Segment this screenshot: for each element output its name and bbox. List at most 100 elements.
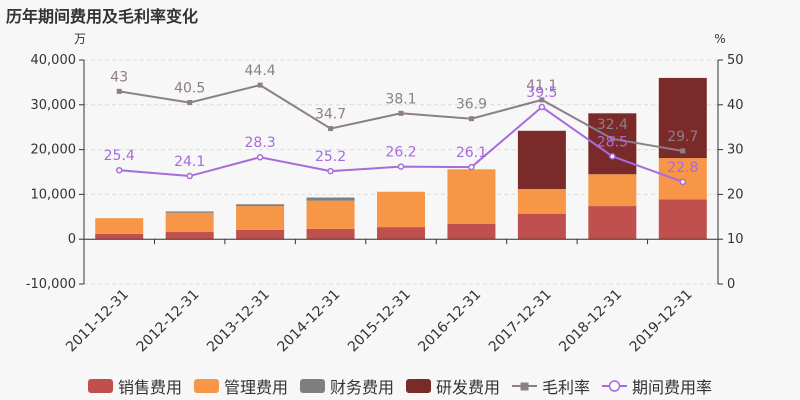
legend-swatch xyxy=(87,379,113,393)
data-label: 24.1 xyxy=(174,154,205,170)
data-point xyxy=(538,103,546,111)
data-point xyxy=(256,153,264,161)
bar-group xyxy=(95,77,707,240)
bar-segment xyxy=(306,228,355,240)
data-labels: 43 40.5 44.4 34.7 38.1 36.9 41.1 32.4 29.7 25.4 24… xyxy=(104,63,699,176)
data-label: 26.1 xyxy=(456,145,487,161)
data-point xyxy=(115,166,123,174)
bar-segment xyxy=(588,174,637,207)
data-label: 36.9 xyxy=(456,97,487,113)
x-axis-tick-label: 2018-12-31 xyxy=(556,287,625,356)
data-label: 34.7 xyxy=(315,107,346,123)
x-axis-tick-label: 2017-12-31 xyxy=(486,287,555,356)
bar-segment xyxy=(658,77,707,159)
x-axis-tick-label: 2011-12-31 xyxy=(63,287,132,356)
legend-label: 销售费用 xyxy=(117,378,182,397)
data-label: 32.4 xyxy=(597,117,628,133)
legend-label: 财务费用 xyxy=(329,378,394,397)
data-point xyxy=(186,172,193,180)
bar-segment xyxy=(165,232,214,240)
legend-item[interactable]: 销售费用 xyxy=(87,374,182,398)
legend-item[interactable]: 管理费用 xyxy=(193,374,288,398)
bar-segment xyxy=(236,206,285,230)
data-label: 29.7 xyxy=(667,129,698,145)
right-axis-tick-label: 50 xyxy=(727,53,744,68)
chart-svg: -10,000 0 10,000 20,000 30,000 40,000 0 10 20 30 4… xyxy=(26,32,744,356)
data-label: 25.4 xyxy=(104,148,135,164)
bar-segment xyxy=(236,204,285,207)
bar-segment xyxy=(236,229,285,240)
data-point xyxy=(327,167,334,175)
chart-title: 历年期间费用及毛利率变化 xyxy=(6,7,199,26)
data-point xyxy=(468,116,474,122)
bar-segment xyxy=(517,130,566,190)
right-axis-unit: % xyxy=(714,32,725,46)
x-axis-tick-label: 2015-12-31 xyxy=(345,287,414,356)
data-label: 44.4 xyxy=(245,63,276,79)
data-point xyxy=(398,110,404,116)
x-axis-tick-label: 2012-12-31 xyxy=(134,287,203,356)
bar-segment xyxy=(447,223,496,240)
data-point xyxy=(680,148,686,154)
bar-segment xyxy=(95,233,144,240)
right-axis-tick-label: 30 xyxy=(727,143,744,158)
x-axis-tick-label: 2014-12-31 xyxy=(275,287,344,356)
data-label: 25.2 xyxy=(315,149,346,165)
legend: 销售费用 管理费用 财务费用 研发费用 毛利率 期间费用率 xyxy=(0,374,800,398)
x-axis-tick-label: 2013-12-31 xyxy=(204,287,273,356)
data-label: 40.5 xyxy=(174,81,205,97)
data-point xyxy=(187,100,193,106)
data-label: 43 xyxy=(110,69,128,85)
bar-segment xyxy=(377,227,425,240)
bar-segment xyxy=(165,211,214,213)
left-axis-tick-label: 0 xyxy=(68,232,76,247)
data-label: 28.3 xyxy=(245,135,276,151)
left-axis-unit: 万 xyxy=(74,32,86,46)
data-point xyxy=(539,97,545,103)
legend-label: 期间费用率 xyxy=(632,378,713,397)
data-point xyxy=(116,88,122,94)
bar-segment xyxy=(95,218,144,234)
bar-segment xyxy=(658,199,707,240)
data-point xyxy=(679,178,687,186)
bar-segment xyxy=(306,197,355,201)
legend-item[interactable]: 财务费用 xyxy=(299,374,394,398)
data-point xyxy=(328,126,334,132)
legend-label: 管理费用 xyxy=(223,378,288,397)
left-axis-tick-label: 30,000 xyxy=(31,98,77,113)
x-axis-tick-label: 2016-12-31 xyxy=(415,287,484,356)
bar-segment xyxy=(377,191,425,228)
legend-item[interactable]: 研发费用 xyxy=(406,374,500,398)
data-label: 38.1 xyxy=(385,91,416,107)
legend-item[interactable]: 毛利率 xyxy=(512,374,590,398)
legend-line-swatch xyxy=(512,382,538,391)
data-label: 28.5 xyxy=(597,134,628,150)
left-axis-tick-label: 10,000 xyxy=(31,187,77,202)
right-axis-tick-label: 40 xyxy=(727,98,744,113)
data-label: 39.5 xyxy=(526,85,557,101)
bar-segment xyxy=(306,200,355,229)
bar-segment xyxy=(165,212,214,233)
x-axis-tick-label: 2019-12-31 xyxy=(627,287,696,356)
legend-swatch xyxy=(193,379,219,393)
data-point xyxy=(397,163,405,170)
left-axis-tick-label: 40,000 xyxy=(31,53,77,68)
bar-segment xyxy=(447,169,496,224)
data-point xyxy=(609,153,616,160)
bar-segment xyxy=(517,213,566,240)
legend-label: 研发费用 xyxy=(436,378,501,397)
legend-item[interactable]: 期间费用率 xyxy=(602,374,712,398)
legend-label: 毛利率 xyxy=(542,378,591,397)
legend-swatch xyxy=(299,379,325,393)
bar-segment xyxy=(588,206,637,240)
left-axis-tick-label: -10,000 xyxy=(26,277,76,292)
legend-line-swatch xyxy=(602,380,628,392)
data-point xyxy=(468,163,475,171)
legend-swatch xyxy=(406,379,431,393)
right-axis-tick-label: 10 xyxy=(727,232,744,247)
right-axis-tick-label: 0 xyxy=(727,277,735,292)
data-label: 41.1 xyxy=(526,78,557,94)
line-group xyxy=(115,82,687,186)
right-axis-tick-label: 20 xyxy=(727,187,744,202)
data-label: 26.2 xyxy=(385,145,416,161)
